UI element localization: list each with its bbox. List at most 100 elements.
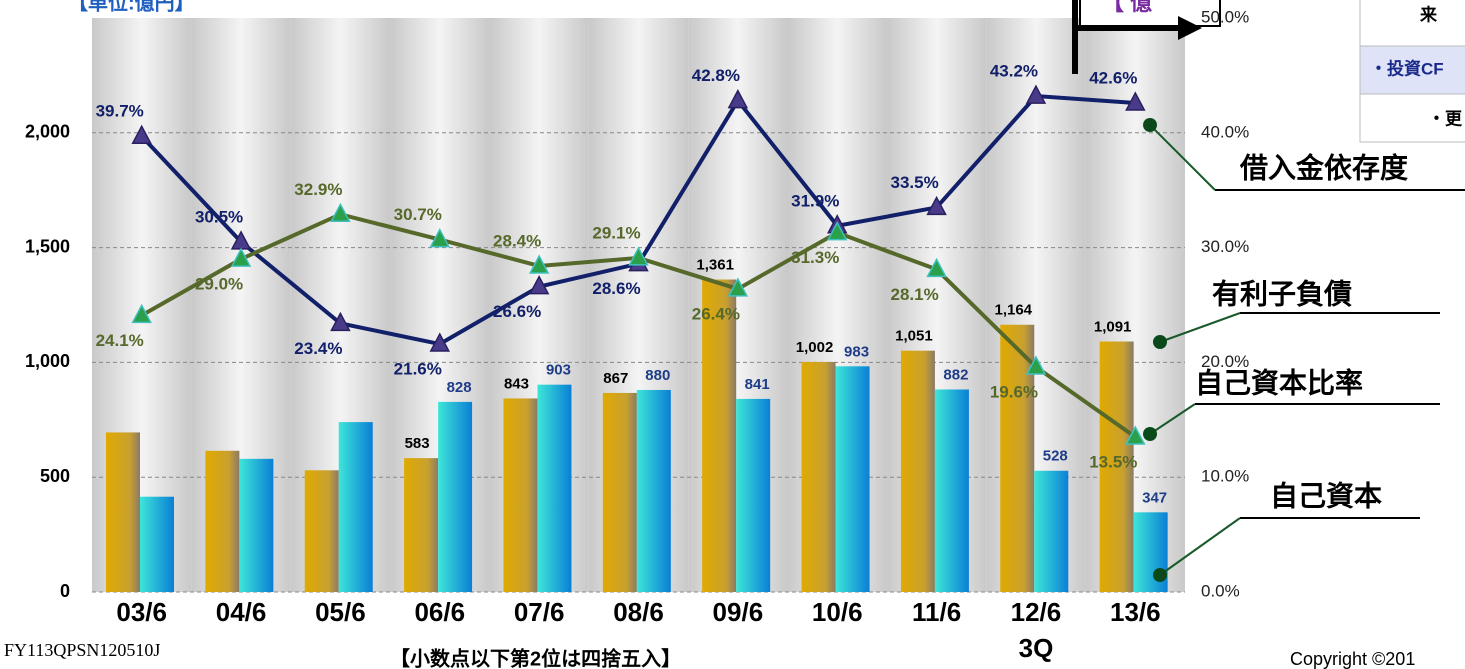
line-value-label: 28.4%	[493, 231, 541, 250]
line-value-label: 30.7%	[394, 205, 442, 224]
line-marker	[727, 277, 749, 297]
line-marker	[1125, 91, 1146, 111]
bar	[835, 366, 870, 592]
line-value-label: 42.6%	[1089, 68, 1137, 87]
table-cell	[1359, 45, 1465, 95]
x-tick-label: 10/6	[812, 597, 863, 627]
x-tick-label: 05/6	[315, 597, 366, 627]
bar-value-label: 1,091	[1094, 318, 1132, 335]
line-marker	[1125, 425, 1146, 445]
bar	[304, 470, 339, 592]
x-tick-label: 07/6	[514, 597, 565, 627]
table-cell	[1359, 0, 1465, 47]
line-value-label: 23.4%	[294, 339, 342, 358]
y-tick-label: 1,000	[25, 351, 70, 371]
bar	[736, 398, 771, 592]
line-value-label: 33.5%	[890, 173, 938, 192]
line-value-label: 24.1%	[96, 331, 144, 350]
legend-dot	[1153, 568, 1167, 582]
bar	[636, 389, 671, 592]
bar	[239, 458, 274, 592]
line-marker	[429, 227, 451, 248]
line-marker	[330, 202, 351, 223]
bar	[140, 496, 174, 592]
line-value-label: 21.6%	[394, 360, 442, 379]
line-marker	[528, 254, 550, 274]
legend-dot	[1153, 335, 1167, 349]
bar	[404, 458, 439, 592]
table-text: 来	[1419, 4, 1438, 24]
line-value-label: 26.6%	[493, 302, 541, 321]
x-tick-label: 06/6	[414, 597, 465, 627]
line-value-label: 39.7%	[96, 102, 144, 121]
line-value-label: 43.2%	[990, 62, 1038, 81]
line-marker	[727, 89, 749, 109]
x-tick-label: 12/6	[1011, 597, 1062, 627]
bar	[438, 401, 473, 592]
line-value-label: 30.5%	[195, 207, 243, 226]
x-tick-label: 03/6	[116, 597, 167, 627]
bar-value-label: 867	[603, 370, 628, 387]
bar	[801, 361, 836, 592]
legend-label: 自己資本比率	[1195, 366, 1363, 398]
y2-tick-label: 50.0%	[1201, 7, 1249, 26]
legend-label: 借入金依存度	[1239, 151, 1408, 183]
legend-connector	[1159, 312, 1241, 343]
bar-value-label: 841	[745, 376, 770, 393]
x-tick-note: 3Q	[1019, 633, 1054, 663]
bar-value-label: 983	[844, 343, 869, 360]
legend-dot	[1143, 427, 1157, 441]
bar	[602, 392, 637, 592]
bar	[1000, 324, 1035, 592]
line-value-label: 32.9%	[294, 180, 342, 199]
line-value-label: 42.8%	[692, 66, 740, 85]
line-marker	[926, 195, 947, 216]
line-value-label: 26.4%	[692, 304, 740, 323]
bar	[503, 398, 538, 592]
line-marker	[826, 221, 848, 241]
line-value-label: 13.5%	[1089, 453, 1137, 472]
table-text: ・投資CF	[1370, 58, 1444, 78]
bar-value-label: 528	[1043, 448, 1068, 465]
footnote: 【小数点以下第2位は四捨五入】	[390, 646, 681, 669]
bar	[338, 422, 373, 592]
callout-fragment: 【 億	[1102, 0, 1152, 15]
y2-tick-label: 0.0%	[1201, 581, 1240, 600]
x-tick-label: 13/6	[1110, 597, 1161, 627]
line-marker	[1025, 84, 1047, 104]
line-marker	[131, 303, 152, 324]
side-table: 来 ・投資CF ・更	[1359, 0, 1465, 143]
y-tick-label: 1,500	[25, 236, 70, 256]
bar	[106, 432, 140, 592]
y2-tick-label: 40.0%	[1201, 122, 1249, 141]
legend-dot	[1143, 118, 1157, 132]
bar-value-label: 1,002	[796, 339, 834, 356]
line-marker	[528, 275, 550, 295]
table-text: ・更	[1428, 109, 1463, 128]
copyright: Copyright ©201	[1290, 649, 1415, 669]
x-tick-label: 09/6	[713, 597, 764, 627]
line-marker	[429, 332, 451, 352]
line-marker	[926, 257, 947, 278]
bar	[1099, 341, 1134, 592]
line-value-label: 28.1%	[890, 285, 938, 304]
x-tick-label: 11/6	[912, 597, 961, 627]
line-marker	[1025, 355, 1047, 375]
bar	[537, 384, 572, 592]
legend-connector	[1149, 403, 1196, 435]
footer-code: FY113QPSN120510J	[4, 640, 160, 660]
line-value-label: 31.3%	[791, 248, 839, 267]
table-cell	[1359, 93, 1465, 143]
arrow-head	[1178, 16, 1202, 40]
bar-value-label: 882	[943, 366, 968, 383]
y2-tick-label: 10.0%	[1201, 467, 1249, 486]
line-value-label: 29.1%	[592, 223, 640, 242]
line-value-label: 28.6%	[592, 279, 640, 298]
bar	[205, 450, 240, 592]
line-marker	[230, 247, 252, 267]
y-tick-label: 0	[60, 581, 70, 601]
bar-value-label: 1,051	[895, 328, 933, 345]
bar	[900, 350, 935, 592]
legend-connector	[1159, 517, 1241, 576]
